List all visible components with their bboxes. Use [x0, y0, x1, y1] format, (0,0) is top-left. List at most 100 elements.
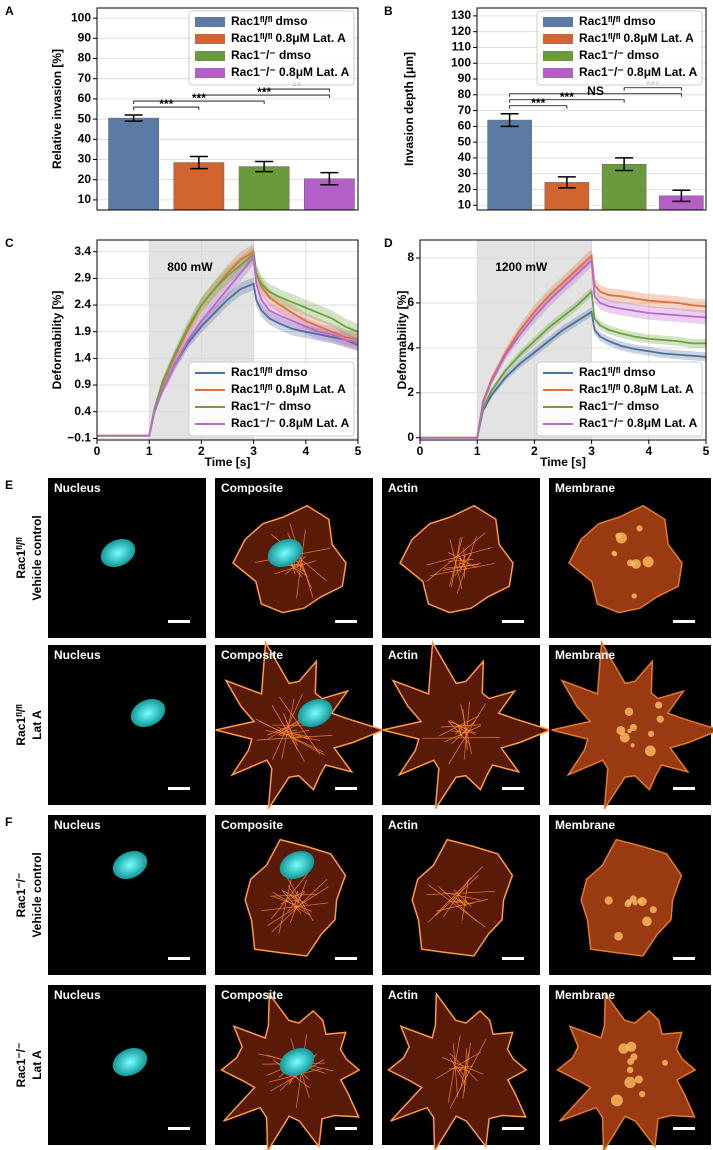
significance-label: ***: [192, 91, 206, 105]
cell: [568, 504, 683, 614]
error-bar: [615, 157, 634, 172]
image-label: Nucleus: [54, 988, 101, 1002]
significance-label: ***: [257, 85, 271, 99]
y-tick-label: 0.9: [74, 377, 91, 391]
row-label: Rac1⁻/⁻: [14, 1043, 28, 1088]
image-label: Composite: [221, 481, 283, 495]
scale-bar: [335, 957, 357, 960]
legend-label: Rac1ᶠˡ/ᶠˡ dmso: [579, 14, 656, 28]
significance-bracket: [623, 87, 682, 91]
actin-fiber: [281, 889, 302, 914]
actin-fiber: [457, 554, 468, 570]
y-tick-label: 3.4: [74, 244, 91, 258]
actin-fiber: [452, 1043, 459, 1098]
legend-box: [536, 361, 703, 437]
image-label: Membrane: [555, 481, 615, 495]
actin-fiber: [460, 1052, 470, 1090]
confidence-band: [420, 248, 706, 438]
y-tick-label: 80: [458, 87, 472, 101]
actin-fiber: [426, 890, 495, 896]
membrane-spot: [624, 707, 634, 716]
y-tick-label: 6: [407, 295, 414, 309]
scale-bar: [673, 1127, 695, 1130]
actin-fiber: [284, 873, 314, 922]
image-label: Composite: [221, 648, 283, 662]
row-label: Lat A: [30, 710, 44, 740]
axes-frame: [419, 239, 707, 441]
actin-fiber: [454, 553, 473, 577]
y-tick-label: 60: [458, 119, 472, 133]
membrane-spot: [639, 1090, 646, 1098]
y-tick-label: 70: [458, 103, 472, 117]
scale-bar: [168, 620, 190, 623]
actin-fiber: [448, 558, 474, 562]
significance-bracket: [509, 99, 625, 103]
actin-fiber: [460, 729, 462, 732]
error-bar: [500, 112, 519, 128]
image-label: Actin: [388, 481, 418, 495]
significance-label: ***: [159, 97, 173, 111]
actin-fiber: [274, 560, 317, 575]
actin-fiber: [450, 730, 471, 734]
membrane-spot: [615, 532, 627, 544]
y-tick-label: 60: [78, 91, 92, 105]
actin-fiber: [460, 703, 473, 755]
actin-fiber: [444, 564, 479, 569]
scale-bar: [502, 787, 524, 790]
significance-bracket: [509, 93, 682, 97]
actin-fiber: [449, 1038, 487, 1109]
error-bar: [189, 155, 208, 170]
legend-label: Rac1⁻/⁻ 0.8μM Lat. A: [231, 416, 350, 430]
y-tick-label: 0.4: [74, 404, 91, 418]
actin-fiber: [458, 557, 462, 569]
y-tick-label: 100: [451, 55, 471, 69]
actin-fiber: [271, 878, 328, 933]
error-bar: [320, 171, 339, 186]
membrane-spot: [618, 1043, 629, 1054]
nucleus: [112, 850, 148, 880]
confidence-band: [420, 253, 706, 438]
error-bar: [557, 176, 576, 189]
membrane-spot: [634, 1075, 643, 1084]
membrane-spot: [614, 931, 623, 941]
y-tick-label: 90: [458, 71, 472, 85]
actin-fiber: [281, 698, 295, 759]
membrane-spot: [631, 561, 636, 566]
cell: [387, 991, 528, 1150]
nucleus: [297, 698, 333, 728]
legend-label: Rac1ᶠˡ/ᶠˡ dmso: [579, 365, 656, 379]
y-tick-label: 30: [458, 166, 472, 180]
bar: [173, 162, 225, 211]
actin-fiber: [448, 703, 487, 765]
image-label: Membrane: [555, 648, 615, 662]
panel-letter: D: [384, 236, 393, 250]
actin-fiber: [270, 873, 308, 920]
membrane-spot: [627, 728, 632, 734]
actin-fiber: [291, 729, 298, 732]
membrane-spot: [610, 1094, 623, 1107]
actin-fiber: [296, 529, 306, 599]
actin-fiber: [426, 547, 492, 566]
actin-fiber: [271, 704, 305, 762]
legend-label: Rac1ᶠˡ/ᶠˡ 0.8μM Lat. A: [579, 31, 694, 45]
x-tick-label: 4: [645, 444, 652, 458]
membrane-spot: [624, 900, 632, 908]
micrograph: [48, 815, 206, 975]
error-bar: [124, 114, 143, 122]
y-tick-label: 100: [71, 10, 91, 24]
membrane-spot: [637, 898, 643, 904]
x-tick-label: 0: [417, 444, 424, 458]
scale-bar: [502, 1127, 524, 1130]
image-label: Composite: [221, 988, 283, 1002]
scale-bar: [673, 957, 695, 960]
membrane-spot: [632, 900, 638, 906]
nucleus: [100, 538, 136, 568]
significance-bracket: [263, 88, 330, 93]
y-tick-label: 1.4: [74, 351, 91, 365]
legend-label: Rac1⁻/⁻ dmso: [231, 48, 311, 62]
x-tick-label: 1: [146, 444, 153, 458]
significance-label: ***: [531, 96, 545, 110]
y-tick-label: 8: [407, 250, 414, 264]
y-tick-label: 120: [451, 24, 471, 38]
significance-label: ***: [560, 90, 574, 104]
